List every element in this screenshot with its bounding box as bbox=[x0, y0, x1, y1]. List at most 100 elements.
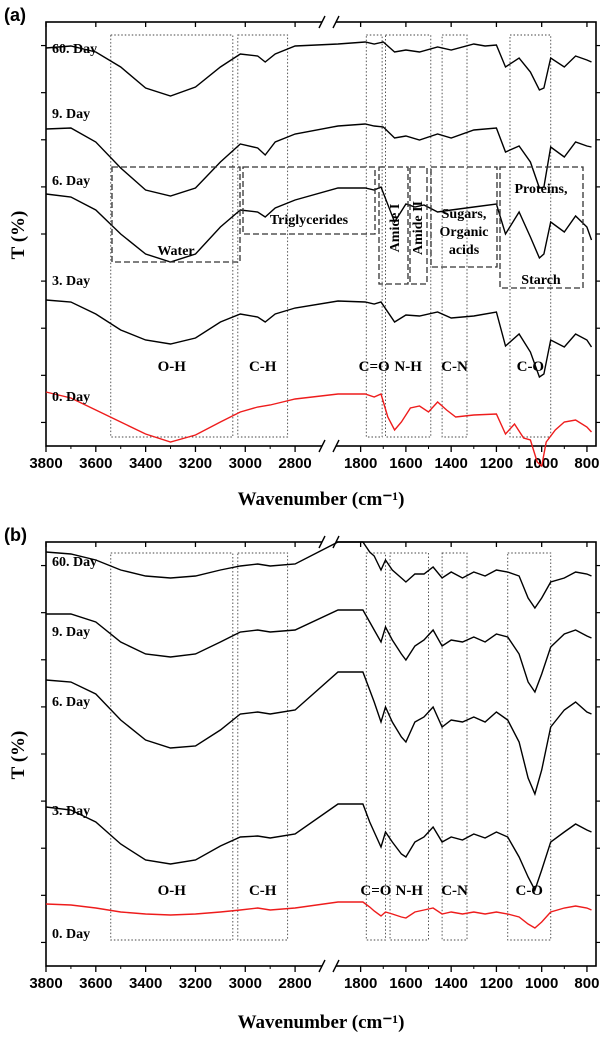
region-label: C-N bbox=[441, 359, 468, 375]
day-label: 0. Day bbox=[52, 390, 90, 405]
x-axis-title: Wavenumber (cm⁻¹) bbox=[238, 489, 405, 510]
component-label-amide-ii: Amide II bbox=[411, 201, 426, 255]
series-line-0day bbox=[45, 391, 593, 468]
day-label: 6. Day bbox=[52, 695, 90, 710]
region-label: C-O bbox=[517, 359, 545, 375]
day-label: 0. Day bbox=[52, 927, 90, 942]
x-tick-label: 800 bbox=[574, 455, 599, 472]
axis-break-mark bbox=[318, 535, 326, 549]
region-box bbox=[365, 552, 386, 941]
x-tick-label: 1200 bbox=[480, 975, 513, 992]
x-axis-title: Wavenumber (cm⁻¹) bbox=[238, 1012, 405, 1033]
day-label: 9. Day bbox=[52, 625, 90, 640]
component-label-proteins: Proteins, bbox=[514, 182, 567, 197]
x-tick-label: 3800 bbox=[29, 975, 62, 992]
panel-label: (a) bbox=[4, 5, 26, 25]
x-tick-label: 3200 bbox=[179, 975, 212, 992]
x-tick-label: 3800 bbox=[29, 455, 62, 472]
axis-break-mark bbox=[318, 439, 326, 453]
axis-break-gap-bottom bbox=[322, 443, 336, 449]
region-box bbox=[441, 552, 468, 941]
region-label: C-H bbox=[249, 883, 277, 899]
series-line-0day bbox=[45, 901, 592, 929]
x-tick-label: 3600 bbox=[79, 975, 112, 992]
axis-break-mark bbox=[332, 959, 340, 973]
axis-break-mark bbox=[332, 535, 340, 549]
component-box-amide-ii bbox=[409, 166, 428, 285]
series-line-3day bbox=[45, 299, 593, 379]
region-label: C-H bbox=[249, 359, 277, 375]
component-label-acids: acids bbox=[449, 243, 480, 258]
x-tick-label: 3000 bbox=[229, 455, 262, 472]
day-label: 60. Day bbox=[52, 555, 97, 570]
region-box bbox=[507, 552, 552, 941]
region-box bbox=[237, 34, 289, 438]
region-label: C=O bbox=[360, 883, 391, 899]
x-tick-label: 1200 bbox=[480, 455, 513, 472]
panel-a: (a) 3800 3600 3400 3200 3000 2800 1800 1600 1400 1… bbox=[4, 5, 600, 510]
x-tick-label: 1000 bbox=[525, 975, 558, 992]
axis-break-mark bbox=[318, 959, 326, 973]
component-box-amide-i bbox=[378, 166, 409, 285]
x-tick-label: 1800 bbox=[344, 455, 377, 472]
panel-b: (b) 3800 3600 3400 3200 3000 2800 1800 1600 1400 1… bbox=[4, 525, 600, 1033]
region-box bbox=[365, 34, 383, 438]
day-label: 60. Day bbox=[52, 42, 97, 57]
x-tick-label: 3200 bbox=[179, 455, 212, 472]
series-line-6day bbox=[45, 671, 592, 797]
region-box bbox=[237, 552, 289, 941]
series-line-9day bbox=[46, 609, 592, 694]
x-tick-label: 1400 bbox=[434, 455, 467, 472]
plot-frame bbox=[45, 541, 597, 967]
component-box-proteins bbox=[499, 166, 584, 289]
x-tick-label: 2800 bbox=[278, 455, 311, 472]
component-label-starch: Starch bbox=[521, 273, 561, 288]
region-label: C-O bbox=[515, 883, 543, 899]
component-label-water: Water bbox=[157, 244, 194, 259]
axis-break-gap-bottom bbox=[322, 963, 336, 969]
component-label-sugars: Sugars, bbox=[442, 207, 487, 222]
x-tick-label: 3400 bbox=[129, 975, 162, 992]
component-label-triglycerides: Triglycerides bbox=[270, 213, 349, 228]
series-line-6day bbox=[45, 186, 593, 263]
component-label-amide-i: Amide I bbox=[388, 204, 403, 253]
region-label: O-H bbox=[158, 883, 187, 899]
component-box-triglycerides bbox=[242, 166, 376, 235]
region-label: C-N bbox=[441, 883, 468, 899]
region-box bbox=[389, 552, 429, 941]
day-label: 9. Day bbox=[52, 107, 90, 122]
y-axis-title: T (%) bbox=[8, 731, 29, 780]
x-tick-label: 3600 bbox=[79, 455, 112, 472]
axis-break-gap-top bbox=[322, 19, 336, 25]
panel-label: (b) bbox=[4, 525, 27, 545]
axis-break-mark bbox=[318, 15, 326, 29]
region-label: O-H bbox=[158, 359, 187, 375]
x-tick-label: 3000 bbox=[229, 975, 262, 992]
component-box-water bbox=[111, 166, 241, 263]
region-box bbox=[110, 552, 234, 941]
y-axis-title: T (%) bbox=[8, 211, 29, 260]
x-tick-label: 2800 bbox=[278, 975, 311, 992]
axis-break-mark bbox=[332, 15, 340, 29]
day-label: 3. Day bbox=[52, 804, 90, 819]
region-box bbox=[110, 34, 234, 438]
x-tick-label: 1600 bbox=[389, 975, 422, 992]
x-tick-label: 3400 bbox=[129, 455, 162, 472]
axis-break-gap-top bbox=[322, 539, 336, 545]
day-label: 3. Day bbox=[52, 274, 90, 289]
region-label: C=O bbox=[359, 359, 390, 375]
series-line-3day bbox=[45, 803, 592, 892]
day-label: 6. Day bbox=[52, 174, 90, 189]
series-line-60day bbox=[45, 41, 592, 97]
region-label: N-H bbox=[396, 883, 424, 899]
region-box bbox=[509, 34, 552, 438]
series-line-9day bbox=[45, 123, 592, 197]
series-line-60day bbox=[45, 541, 592, 610]
component-label-organic: Organic bbox=[440, 225, 489, 240]
x-tick-label: 1600 bbox=[389, 455, 422, 472]
x-tick-label: 1800 bbox=[344, 975, 377, 992]
x-tick-label: 800 bbox=[574, 975, 599, 992]
x-tick-label: 1400 bbox=[434, 975, 467, 992]
axis-break-mark bbox=[332, 439, 340, 453]
